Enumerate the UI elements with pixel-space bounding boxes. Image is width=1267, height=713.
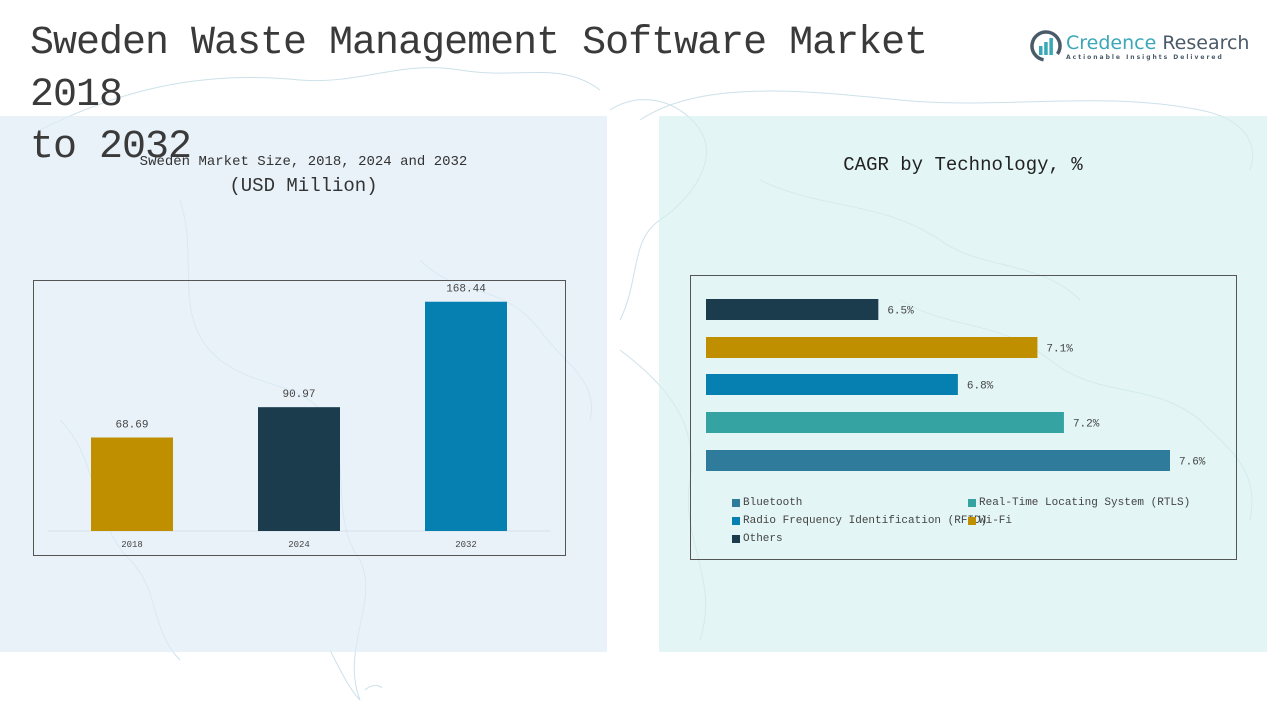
market-size-title: Sweden Market Size, 2018, 2024 and 2032 [139, 154, 468, 170]
value-label-real-time-locating-system-rtls: 7.2% [1073, 419, 1100, 431]
legend-item-bluetooth: Bluetooth [732, 497, 802, 509]
bar-chart-circle-icon [1030, 30, 1062, 62]
legend-swatch [732, 499, 740, 507]
market-size-subtitle: (USD Million) [229, 175, 378, 197]
x-tick-2032: 2032 [455, 540, 477, 550]
page-title-line-1: Sweden Waste Management Software Market … [30, 21, 928, 118]
cagr-chart-frame [690, 275, 1237, 560]
legend-swatch [732, 517, 740, 525]
market-size-chart-title: Sweden Market Size, 2018, 2024 and 2032 … [0, 152, 607, 200]
bar-radio-frequency-identification-rfid [706, 374, 958, 395]
legend-label: Wi-Fi [979, 515, 1013, 527]
page-title: Sweden Waste Management Software Market … [30, 18, 1010, 174]
credence-research-logo: Credence Research Actionable Insights De… [1030, 30, 1249, 62]
legend-item-wi-fi: Wi-Fi [968, 515, 1012, 527]
logo-name-part-2: Research [1156, 31, 1250, 54]
bar-2032 [425, 301, 507, 531]
bar-others [706, 299, 879, 320]
legend-swatch [732, 535, 740, 543]
logo-tagline: Actionable Insights Delivered [1066, 53, 1224, 61]
x-tick-2018: 2018 [121, 540, 143, 550]
legend-swatch [968, 499, 976, 507]
x-tick-2024: 2024 [288, 540, 310, 550]
bar-bluetooth [706, 450, 1170, 471]
cagr-chart-title: CAGR by Technology, % [843, 154, 1083, 176]
value-label-2018: 68.69 [115, 420, 148, 432]
value-label-2024: 90.97 [282, 389, 315, 401]
legend-label: Radio Frequency Identification (RFID) [743, 515, 988, 527]
value-label-others: 6.5% [887, 306, 914, 318]
market-size-chart-frame [33, 280, 566, 556]
value-label-radio-frequency-identification-rfid: 6.8% [967, 381, 994, 393]
value-label-wi-fi: 7.1% [1046, 344, 1073, 356]
legend-label: Others [743, 533, 783, 545]
bar-real-time-locating-system-rtls [706, 412, 1064, 433]
value-label-2032: 168.44 [446, 284, 486, 296]
bar-2024 [258, 407, 340, 531]
page-title-line-2: to 2032 [30, 125, 192, 170]
legend-item-real-time-locating-system-rtls: Real-Time Locating System (RTLS) [968, 497, 1190, 509]
legend-swatch [968, 517, 976, 525]
legend-item-radio-frequency-identification-rfid: Radio Frequency Identification (RFID) [732, 515, 987, 527]
legend-label: Bluetooth [743, 497, 803, 509]
logo-name-part-1: Credence [1066, 31, 1157, 54]
bar-wi-fi [706, 337, 1038, 358]
logo-name: Credence Research [1066, 32, 1249, 54]
value-label-bluetooth: 7.6% [1179, 457, 1206, 469]
bar-2018 [91, 437, 173, 531]
legend-label: Real-Time Locating System (RTLS) [979, 497, 1191, 509]
legend-item-others: Others [732, 533, 783, 545]
